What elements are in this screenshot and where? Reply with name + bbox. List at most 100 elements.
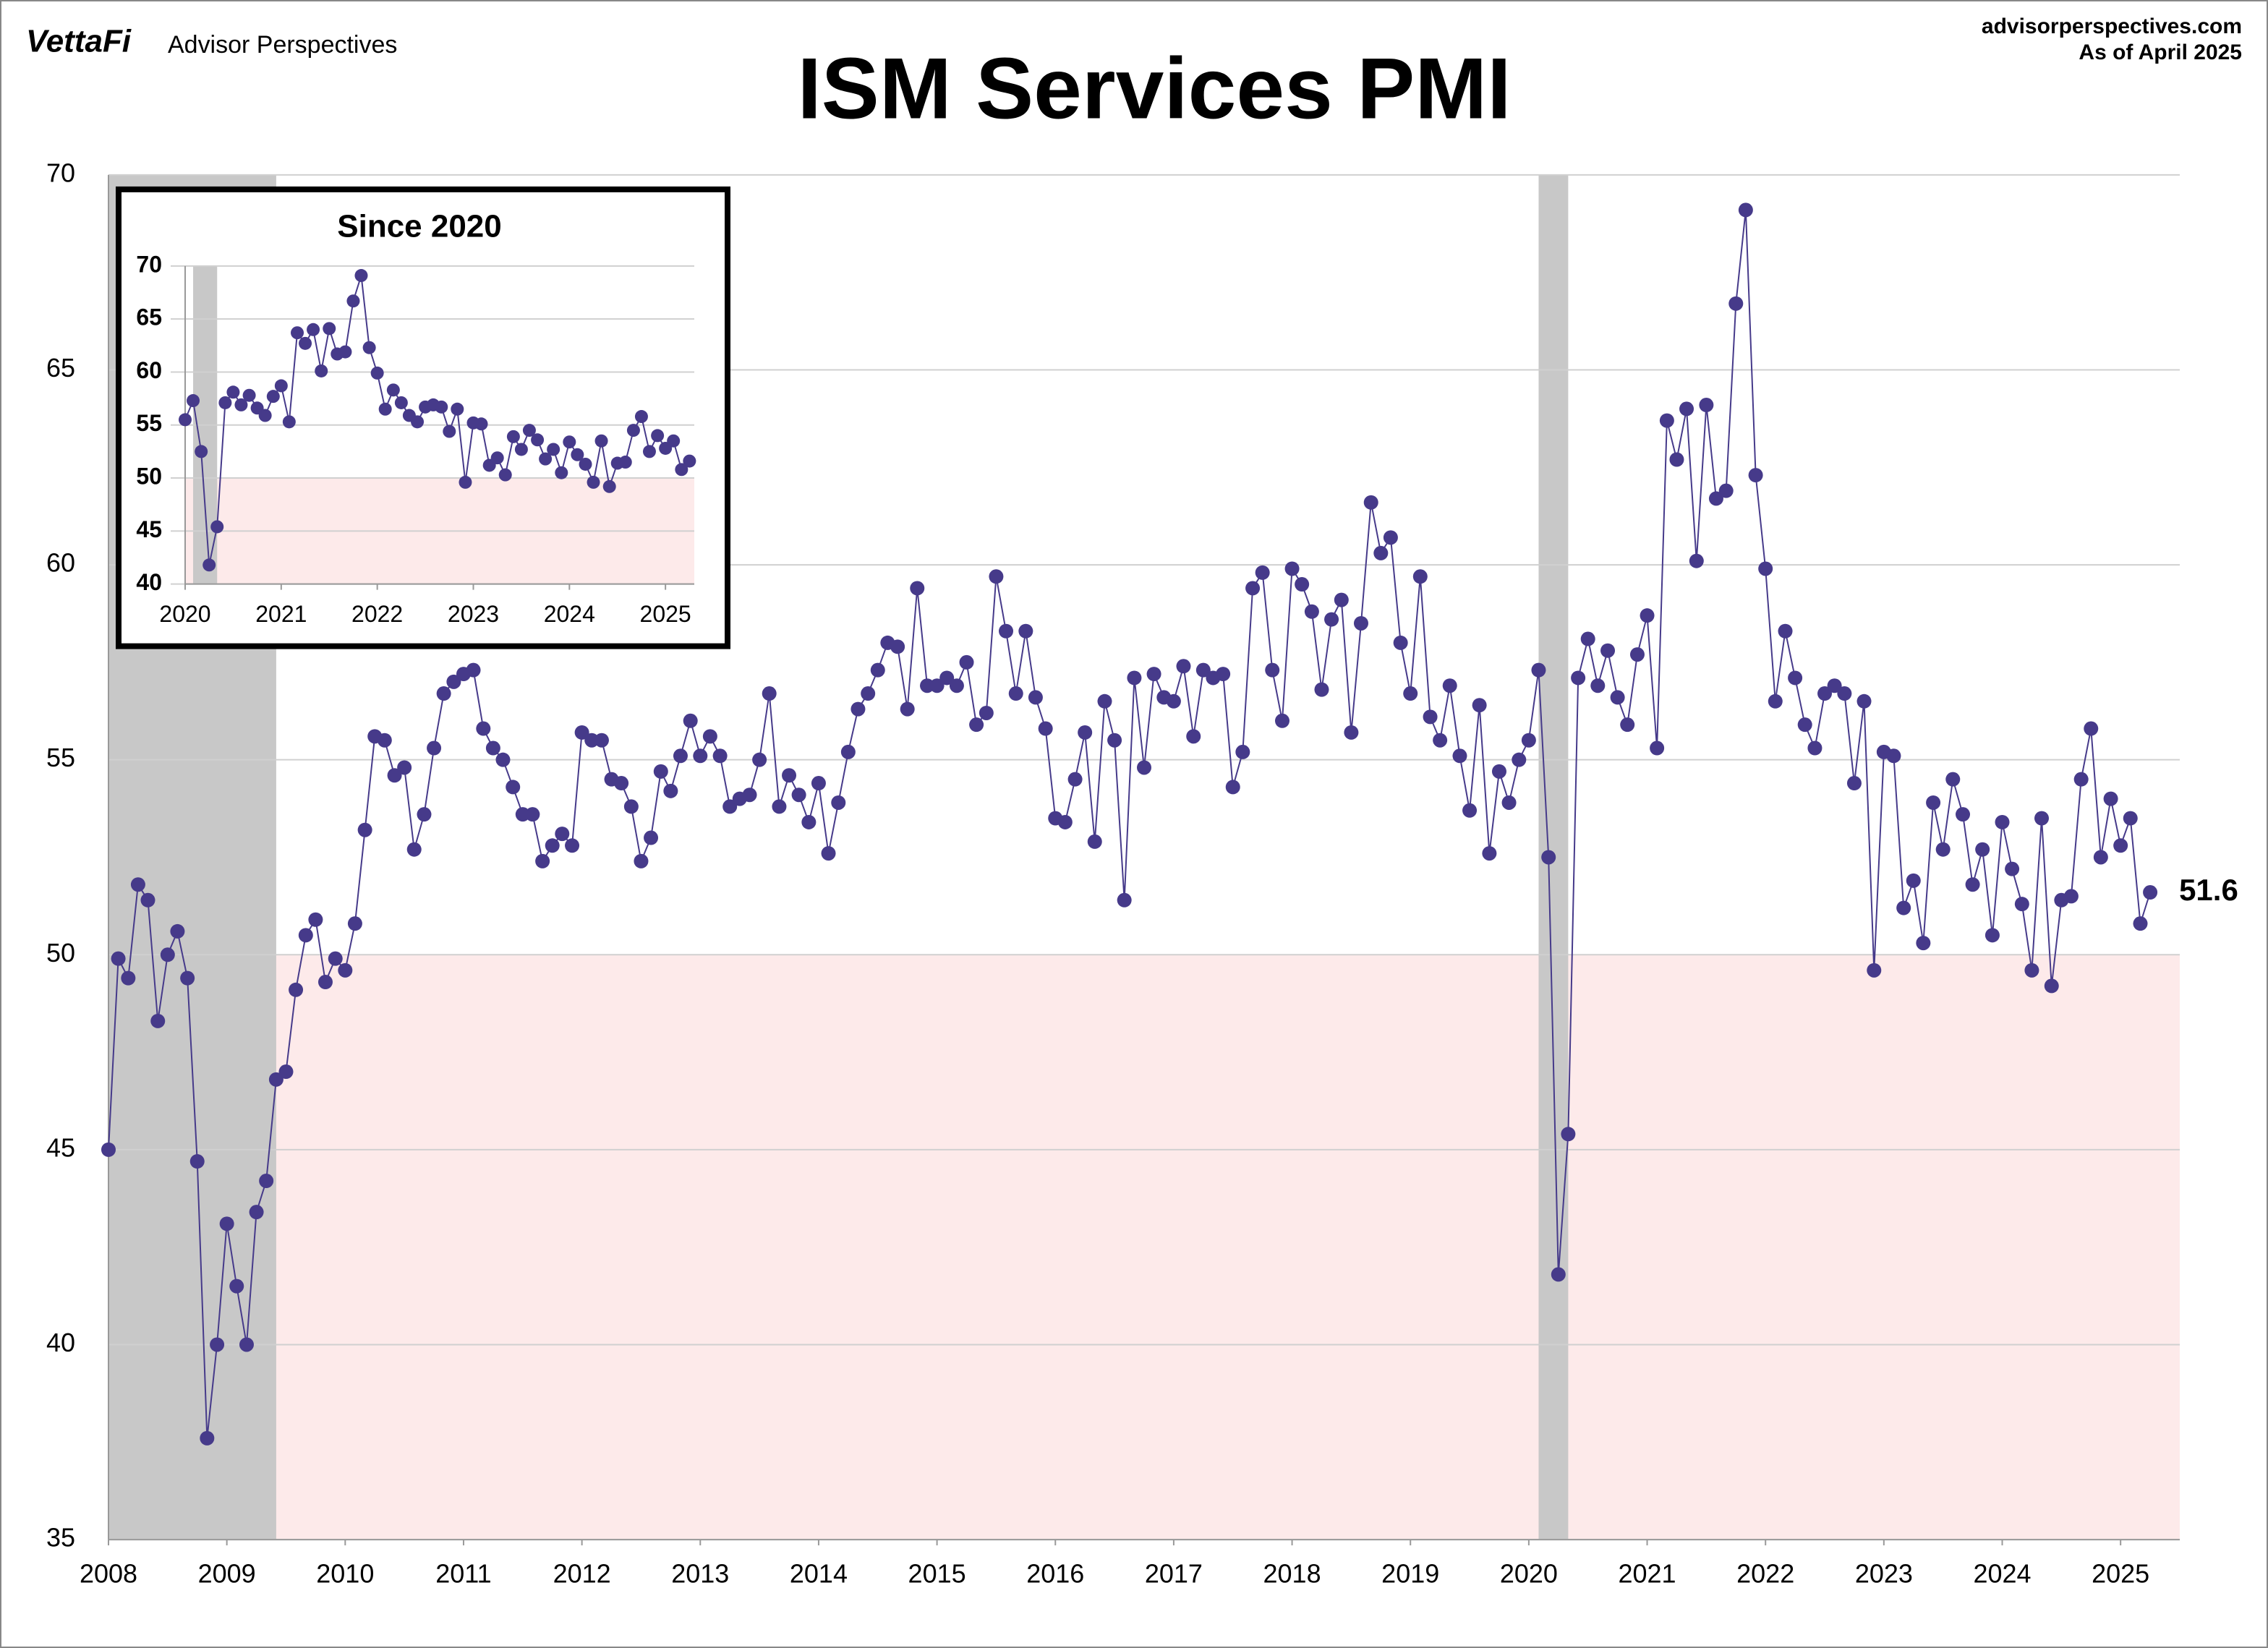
data-point (226, 385, 240, 399)
data-point (436, 686, 451, 701)
data-point (1255, 565, 1270, 580)
inset-title: Since 2020 (337, 208, 501, 244)
data-point (1107, 733, 1122, 748)
y-tick-label: 65 (136, 304, 162, 330)
x-tick-label: 2012 (553, 1559, 611, 1589)
data-point (1472, 698, 1487, 713)
data-point (476, 721, 491, 736)
x-tick-label: 2014 (790, 1559, 848, 1589)
series-line (108, 210, 2152, 1438)
data-point (210, 1337, 225, 1352)
data-point (1699, 398, 1714, 413)
data-point (2073, 772, 2089, 787)
data-point (1817, 686, 1833, 701)
data-point (2014, 897, 2029, 912)
data-point (1166, 693, 1181, 709)
data-point (234, 398, 248, 411)
data-point (831, 795, 846, 810)
data-point (249, 1205, 264, 1220)
data-point (200, 1430, 215, 1446)
data-point (850, 701, 866, 717)
data-point (1965, 877, 1980, 892)
data-point (328, 951, 343, 966)
x-tick-label: 2020 (1500, 1559, 1558, 1589)
data-point (1669, 452, 1684, 467)
last-value-label: 51.6 (2179, 873, 2238, 907)
data-point (1195, 662, 1211, 678)
data-point (1225, 780, 1240, 795)
data-point (1412, 569, 1428, 584)
data-point (791, 787, 806, 803)
data-point (999, 623, 1014, 639)
data-point (1708, 491, 1723, 506)
data-point (278, 1064, 294, 1080)
y-tick-label: 50 (136, 464, 162, 490)
data-point (210, 520, 224, 534)
data-point (1896, 900, 1911, 915)
data-point (298, 928, 313, 943)
data-point (693, 748, 708, 764)
data-point (900, 701, 915, 717)
data-point (2063, 889, 2079, 904)
y-tick-label: 35 (46, 1523, 75, 1553)
data-point (929, 678, 945, 693)
data-point (1561, 1127, 1576, 1142)
data-point (514, 443, 528, 456)
data-point (308, 912, 323, 927)
data-point (1521, 733, 1536, 748)
x-tick-label: 2025 (640, 601, 691, 627)
data-point (1659, 413, 1674, 428)
data-point (1491, 764, 1506, 779)
data-point (357, 822, 372, 837)
data-point (623, 799, 639, 814)
data-point (1176, 659, 1191, 674)
x-tick-label: 2008 (80, 1559, 137, 1589)
data-point (959, 654, 974, 670)
data-point (323, 322, 336, 336)
data-point (525, 807, 540, 822)
data-point (752, 752, 767, 767)
data-point (683, 713, 698, 728)
data-point (1117, 892, 1132, 908)
data-point (140, 892, 155, 908)
x-tick-label: 2010 (316, 1559, 374, 1589)
data-point (394, 396, 408, 409)
data-point (1768, 693, 1783, 709)
data-point (910, 581, 925, 596)
data-point (1334, 592, 1349, 607)
main-chart: 35 40 45 50 55 60 65 70 2008 2009 2010 2011 2012 2013… (46, 158, 2238, 1588)
y-tick-label: 40 (46, 1328, 75, 1357)
data-point (317, 975, 333, 990)
data-point (446, 674, 461, 689)
data-point (555, 827, 570, 842)
x-tick-label: 2015 (908, 1559, 966, 1589)
y-tick-label: 70 (136, 251, 162, 277)
data-point (495, 752, 511, 767)
data-point (219, 1216, 234, 1231)
data-point (801, 814, 817, 829)
data-point (1975, 842, 1990, 857)
data-point (1571, 670, 1586, 686)
data-point (346, 294, 360, 308)
data-point (1265, 662, 1280, 678)
data-point (653, 764, 668, 779)
data-point (506, 780, 521, 795)
data-point (1216, 667, 1231, 682)
data-point (651, 429, 665, 443)
data-point (890, 639, 905, 654)
x-tick-label: 2021 (255, 601, 307, 627)
data-point (2123, 811, 2138, 826)
data-point (1738, 202, 1753, 218)
data-point (742, 787, 757, 803)
x-tick-label: 2024 (544, 601, 595, 627)
data-point (1137, 760, 1151, 775)
x-tick-label: 2022 (351, 601, 403, 627)
data-point (506, 430, 520, 443)
data-point (1650, 740, 1665, 756)
data-point (170, 923, 185, 939)
data-point (466, 662, 481, 678)
chart-title: ISM Services PMI (797, 40, 1511, 137)
data-point (490, 451, 504, 465)
data-point (969, 717, 984, 733)
data-point (571, 448, 584, 461)
